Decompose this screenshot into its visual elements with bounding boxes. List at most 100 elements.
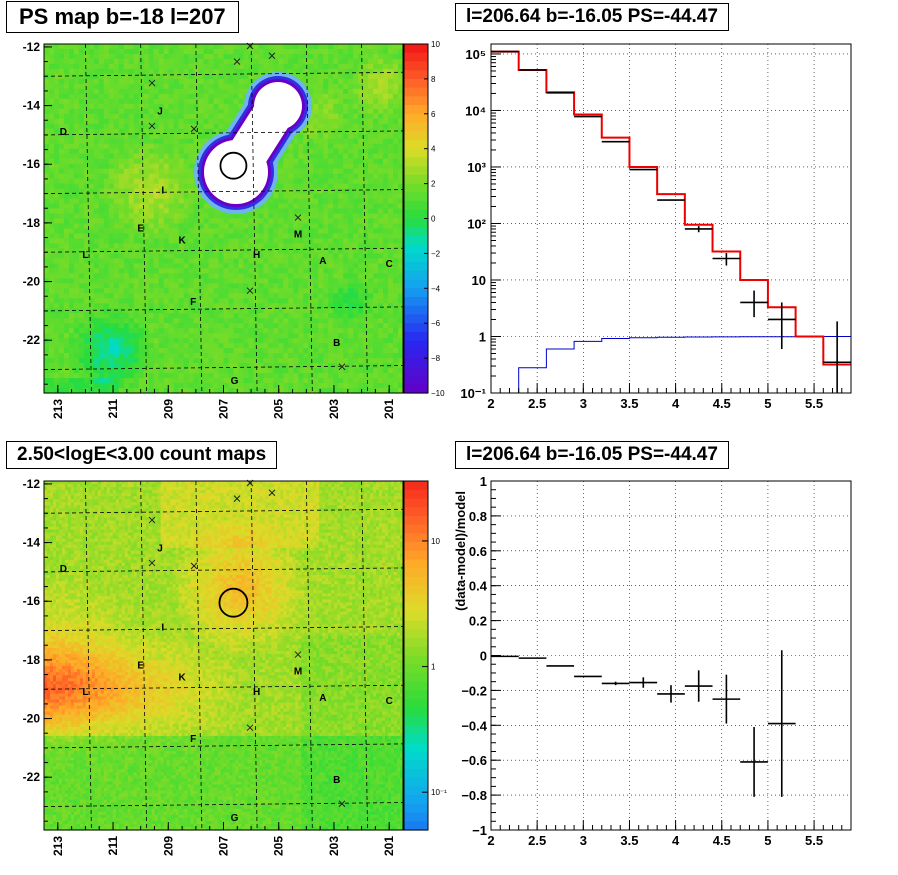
count-map-palette-label: 1 [431, 663, 436, 672]
count-map-palette-cell [404, 542, 428, 552]
spectrum-data-point [712, 253, 741, 266]
residual-data-point [740, 727, 768, 797]
ps-map-palette-label: 6 [431, 110, 436, 119]
count-map-source-circle [218, 587, 249, 618]
ps-map-plot: D J I E K L H M A C F B G -12 -14 -16 -18 -20 -22 213 211 209… [23, 40, 445, 419]
spectrum-xtick-label: 3.5 [620, 396, 638, 411]
count-map-palette-cell [404, 568, 428, 578]
ps-map-source-blob [194, 72, 312, 214]
count-map-xtick-label: 209 [161, 836, 175, 856]
ps-map-palette-label: −10 [431, 389, 445, 398]
count-map-region-label: M [294, 667, 302, 678]
residual-xtick-label: 5 [764, 833, 771, 848]
count-map-x-marker [268, 489, 276, 497]
ps-map-palette-cell [404, 270, 428, 281]
count-map-palette-cell [404, 777, 428, 787]
ps-map-palette [404, 44, 428, 394]
count-map-heatmap [44, 481, 404, 831]
ps-map-b-gridline [43, 130, 404, 136]
residual-ytick-label: 0.8 [469, 509, 487, 524]
ps-map-ytick-label: -22 [23, 333, 41, 347]
ps-map-ytick-label: -18 [23, 216, 41, 230]
ps-map-palette-cell [404, 366, 428, 377]
ps-map-palette-cell [404, 44, 428, 54]
count-map-palette-cell [404, 498, 428, 508]
count-map-palette-cell [404, 638, 428, 648]
ps-map-palette-cell [404, 52, 428, 63]
residual-data-point [601, 681, 630, 686]
residual-xtick-label: 2 [487, 833, 494, 848]
residual-plot: −1 −0.8 −0.6 −0.4 −0.2 0 0.2 0.4 0.6 0.8 1 2 2.5 3 3.5… [453, 474, 852, 848]
count-map-coord-grid [43, 480, 404, 831]
ps-map-x-marker [148, 122, 156, 130]
count-map-palette-cell [404, 786, 428, 796]
spectrum-grid [491, 44, 851, 393]
spectrum-title: l=206.64 b=-16.05 PS=-44.47 [455, 3, 729, 31]
residual-ytick-label: −0.2 [461, 683, 487, 698]
residual-ytick-label: −0.8 [461, 788, 487, 803]
residual-ytick-label: −0.4 [461, 718, 487, 733]
ps-map-region-label: M [294, 230, 302, 241]
ps-map-palette-cell [404, 305, 428, 316]
count-map-palette-cell [404, 664, 428, 674]
residual-ytick-label: 0.6 [469, 544, 487, 559]
ps-map-palette-label: 0 [431, 215, 436, 224]
count-map-x-marker [190, 562, 198, 570]
residual-xtick-label: 5.5 [805, 833, 823, 848]
ps-map-palette-cell [404, 122, 428, 132]
ps-map-b-gridline [43, 306, 404, 312]
ps-map-palette-cell [404, 340, 428, 350]
count-map-x-marker [246, 724, 254, 732]
ps-map-region-label: D [60, 127, 67, 138]
ps-map-panel: D J I E K L H M A C F B G -12 -14 -16 -18 -20 -22 213 211 209… [0, 0, 449, 437]
spectrum-frame [490, 43, 852, 394]
ps-map-palette-cell [404, 279, 428, 289]
ps-map-title: PS map b=-18 l=207 [6, 1, 239, 33]
ps-map-b-gridline [43, 247, 404, 253]
ps-map-region-label: K [178, 235, 186, 246]
count-map-b-gridline [43, 626, 404, 631]
count-map-palette-cell [404, 646, 428, 657]
count-map-palette-cell [404, 524, 428, 534]
spectrum-xtick-label: 4.5 [713, 396, 731, 411]
count-map-b-gridline [43, 567, 404, 573]
ps-map-palette-label: 10 [431, 40, 440, 49]
count-map-b-gridline [43, 802, 404, 807]
ps-map-xtick-label: 211 [106, 399, 120, 419]
count-map-palette-cell [404, 550, 428, 561]
ps-map-l-gridline [305, 43, 313, 394]
ps-map-palette-cell [404, 209, 428, 220]
count-map-palette-cell [404, 716, 428, 726]
residual-data-point [657, 685, 685, 703]
count-map-palette-cell [404, 821, 428, 831]
spectrum-xtick-label: 2 [487, 396, 494, 411]
ps-map-palette-cell [404, 384, 428, 394]
ps-map-palette-label: −6 [431, 319, 441, 328]
ps-map-region-label: B [333, 338, 340, 349]
count-map-ytick-label: -16 [23, 594, 41, 608]
count-map-palette-cell [404, 515, 428, 526]
ps-map-palette-cell [404, 87, 428, 97]
count-map-l-gridline [361, 480, 368, 831]
ps-map-ytick-label: -12 [23, 40, 41, 54]
ps-map-xtick-label: 213 [51, 399, 65, 419]
count-map-palette-frame [403, 480, 429, 831]
ps-map-palette-cell [404, 131, 428, 141]
count-map-region-label: F [190, 734, 196, 745]
count-map-palette-cell [404, 629, 428, 639]
ps-map-l-gridline [85, 43, 92, 394]
spectrum-ytick-label: 1 [479, 329, 486, 344]
ps-map-region-label: L [82, 250, 88, 261]
count-map-l-gridline [85, 480, 92, 831]
residual-ytick-label: −1 [472, 823, 487, 838]
count-map-palette-cell [404, 672, 428, 683]
count-map-ytick-label: -20 [23, 712, 41, 726]
count-map-palette-cell [404, 585, 428, 596]
spectrum-xtick-label: 2.5 [528, 396, 546, 411]
ps-map-palette-cell [404, 253, 428, 263]
count-map-b-gridline [43, 684, 404, 690]
count-map-region-label: L [82, 687, 88, 698]
count-map-region-label: K [178, 672, 186, 683]
spectrum-data-point [823, 321, 851, 393]
count-map-l-gridline [250, 480, 258, 831]
